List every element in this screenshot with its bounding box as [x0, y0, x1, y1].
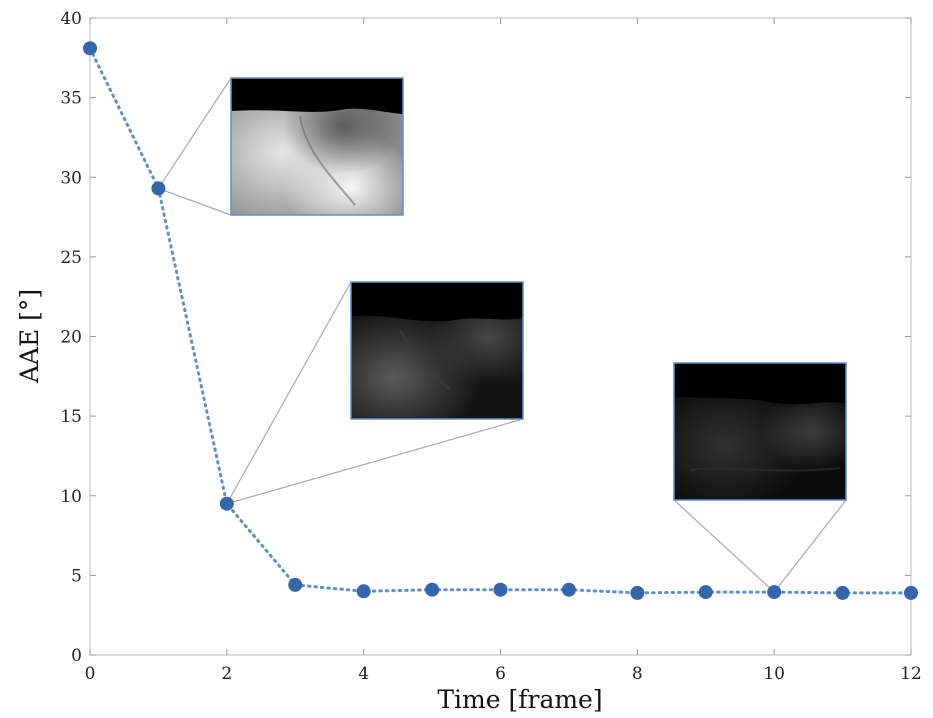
y-tick-label: 30: [60, 168, 82, 188]
data-point-frame-2: [219, 496, 234, 511]
data-point-frame-3: [288, 577, 303, 592]
inset-image-frame-2: [350, 281, 524, 420]
data-point-frame-11: [835, 585, 850, 600]
y-tick-label: 25: [60, 248, 82, 268]
axis-ticks: [89, 17, 912, 656]
y-tick-label: 35: [60, 89, 82, 109]
x-tick-label: 12: [900, 664, 922, 684]
data-point-frame-0: [83, 41, 97, 56]
callout-line-frame-10: [773, 499, 847, 593]
inset-callout-lines: [157, 77, 847, 593]
series-markers: [83, 41, 918, 600]
y-tick-label: 40: [60, 9, 82, 29]
y-tick-label: 5: [71, 566, 82, 586]
data-point-frame-10: [767, 585, 782, 600]
y-tick-label: 10: [60, 487, 82, 507]
x-tick-label: 0: [85, 664, 96, 684]
data-point-frame-5: [425, 582, 440, 597]
inset-image-frame-1: [230, 77, 404, 216]
x-axis-label: Time [frame]: [437, 685, 602, 714]
x-tick-label: 8: [632, 664, 643, 684]
x-tick-label: 6: [495, 664, 506, 684]
data-point-frame-8: [630, 585, 645, 600]
x-tick-label: 4: [358, 664, 369, 684]
callout-line-frame-2: [226, 418, 524, 505]
tick-labels: 0 2 4 6 8 10 12 0 5 10 15 20 25 30 35 40: [60, 9, 921, 684]
inset-image-frame-10: [673, 362, 847, 501]
callout-line-frame-10: [673, 499, 775, 593]
data-point-frame-6: [493, 582, 508, 597]
callout-line-frame-1: [157, 77, 232, 189]
y-tick-label: 0: [71, 646, 82, 666]
data-point-frame-12: [904, 585, 918, 600]
callout-line-frame-1: [158, 187, 232, 216]
data-point-frame-4: [356, 584, 371, 599]
y-tick-label: 15: [60, 407, 82, 427]
data-point-frame-7: [561, 582, 576, 597]
data-point-frame-1: [151, 181, 166, 196]
y-tick-label: 20: [60, 328, 82, 348]
x-tick-label: 2: [221, 664, 232, 684]
data-point-frame-9: [698, 585, 713, 600]
callout-line-frame-2: [226, 281, 352, 505]
y-axis-label: AAE [°]: [15, 289, 44, 384]
x-tick-label: 10: [763, 664, 785, 684]
